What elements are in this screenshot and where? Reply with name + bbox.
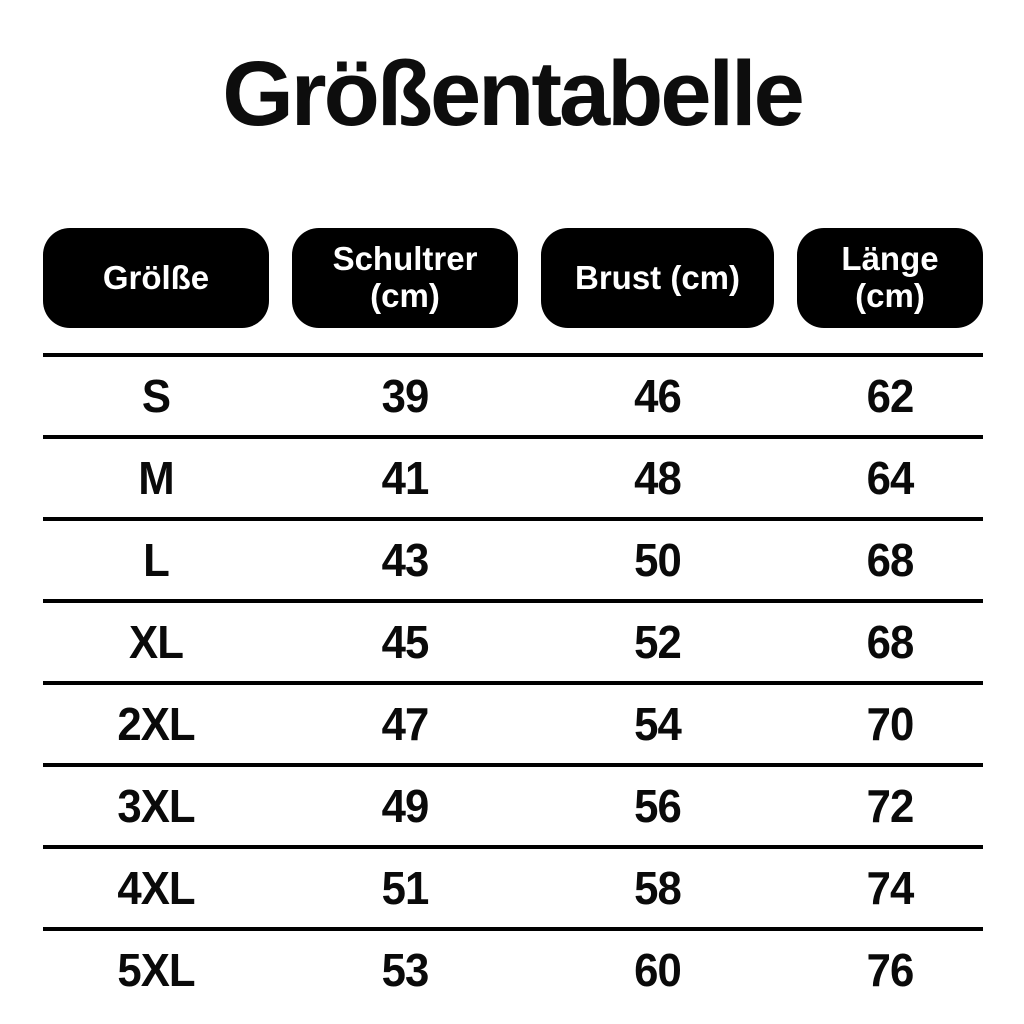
table-header: Grölße Schultrer (cm) Brust (cm) Länge (cm… (43, 228, 983, 328)
chest-cell: 54 (634, 698, 682, 750)
chest-cell: 60 (634, 944, 682, 996)
size-cell: 2XL (117, 698, 195, 750)
table-row: S 39 46 62 (43, 357, 983, 439)
table-row: 4XL 51 58 74 (43, 849, 983, 931)
header-pill-length: Länge (cm) (797, 228, 983, 328)
shoulder-cell: 39 (381, 370, 430, 422)
length-cell: 68 (866, 534, 915, 586)
size-cell: XL (129, 616, 184, 668)
length-cell: 68 (866, 616, 915, 668)
table-row: XL 45 52 68 (43, 603, 983, 685)
table-row: L 43 50 68 (43, 521, 983, 603)
page-title: Größentabelle (222, 43, 805, 145)
shoulder-cell: 47 (381, 698, 430, 750)
size-cell: M (138, 452, 174, 504)
size-cell: 3XL (117, 780, 195, 832)
shoulder-cell: 49 (381, 780, 430, 832)
header-pill-size-line1: Grölße (102, 258, 210, 296)
header-pill-shoulder: Schultrer (cm) (292, 228, 518, 328)
length-cell: 64 (866, 452, 915, 504)
chest-cell: 46 (634, 370, 682, 422)
chest-cell: 58 (634, 862, 682, 914)
chest-cell: 48 (634, 452, 682, 504)
table-row: 3XL 49 56 72 (43, 767, 983, 849)
header-pill-shoulder-line1: Schultrer (332, 240, 478, 278)
length-cell: 62 (866, 370, 915, 422)
header-pill-chest: Brust (cm) (541, 228, 774, 328)
size-cell: 5XL (117, 944, 195, 996)
shoulder-cell: 51 (381, 862, 430, 914)
header-pill-length-line2: (cm) (855, 277, 925, 314)
shoulder-cell: 43 (381, 534, 430, 586)
chest-cell: 50 (634, 534, 682, 586)
shoulder-cell: 45 (381, 616, 430, 668)
chest-cell: 52 (634, 616, 682, 668)
size-cell: S (141, 370, 171, 422)
size-cell: L (143, 534, 170, 586)
size-table: S 39 46 62 M 41 48 64 L 43 50 68 XL 45 5… (43, 353, 983, 1009)
header-pill-length-line1: Länge (841, 240, 939, 278)
length-cell: 70 (866, 698, 915, 750)
header-pill-size: Grölße (43, 228, 269, 328)
length-cell: 74 (866, 862, 915, 914)
chest-cell: 56 (634, 780, 682, 832)
table-row: M 41 48 64 (43, 439, 983, 521)
table-row: 2XL 47 54 70 (43, 685, 983, 767)
length-cell: 76 (866, 944, 915, 996)
length-cell: 72 (866, 780, 915, 832)
header-pill-shoulder-line2: (cm) (370, 277, 440, 314)
size-cell: 4XL (117, 862, 195, 914)
shoulder-cell: 41 (381, 452, 430, 504)
header-pill-chest-line1: Brust (cm) (574, 258, 741, 296)
shoulder-cell: 53 (381, 944, 430, 996)
table-row: 5XL 53 60 76 (43, 931, 983, 1009)
